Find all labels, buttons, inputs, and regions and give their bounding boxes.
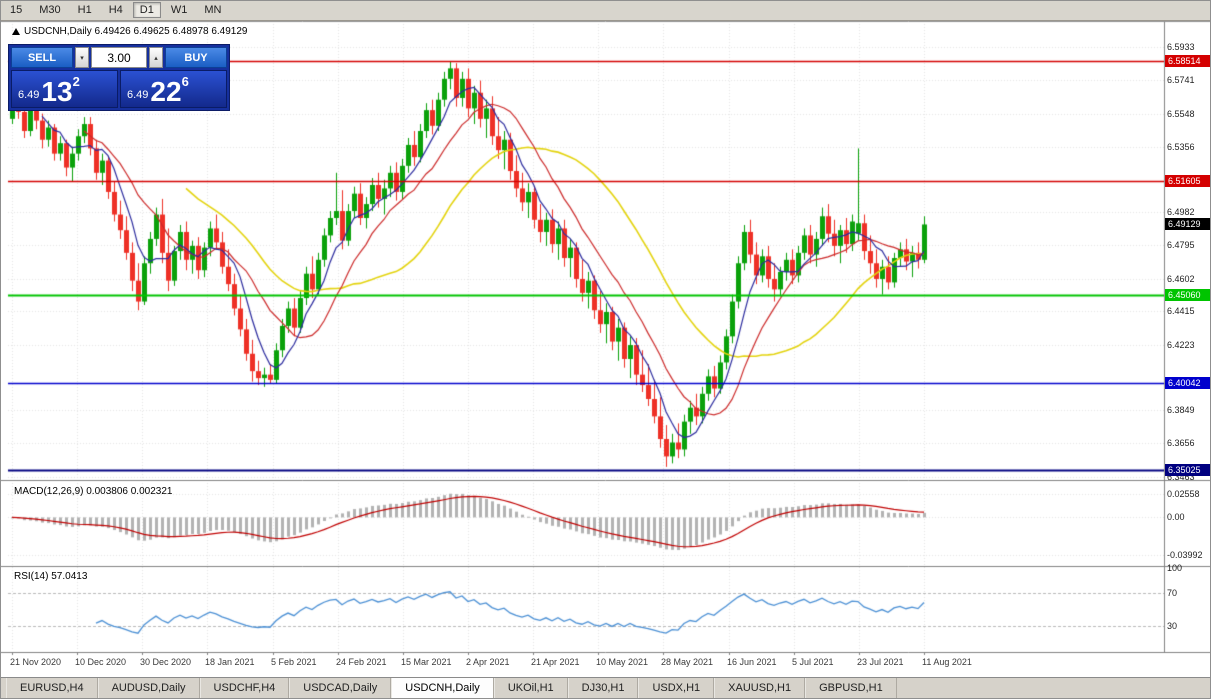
ask-price-sup: 6 (181, 74, 189, 89)
volume-dropdown-button[interactable]: ▾ (75, 47, 89, 68)
chart-ohlc-header: USDCNH,Daily 6.49426 6.49625 6.48978 6.4… (24, 26, 248, 37)
rsi-header: RSI(14) 57.0413 (14, 571, 88, 582)
bid-price-box[interactable]: 6.49 13 2 (11, 70, 118, 108)
tab-gbpusd-h1[interactable]: GBPUSD,H1 (805, 678, 897, 699)
bid-price-big: 13 (41, 76, 73, 108)
timeframe-button-m30[interactable]: M30 (32, 2, 67, 18)
timeframe-button-d1[interactable]: D1 (132, 2, 161, 18)
ask-price-big: 22 (150, 76, 182, 108)
tab-audusd-daily[interactable]: AUDUSD,Daily (97, 678, 200, 699)
timeframe-button-m15[interactable]: 15 (3, 2, 29, 18)
tab-eurusd-h4[interactable]: EURUSD,H4 (6, 678, 98, 699)
tab-usdx-h1[interactable]: USDX,H1 (638, 678, 715, 699)
bid-price-sup: 2 (72, 74, 80, 89)
one-click-trading-panel: SELL ▾ ▴ BUY 6.49 13 2 6.49 22 6 (8, 44, 230, 111)
tab-dj30-h1[interactable]: DJ30,H1 (567, 678, 639, 699)
tab-usdcnh-daily[interactable]: USDCNH,Daily (391, 678, 494, 699)
ask-price-prefix: 6.49 (127, 89, 149, 101)
timeframe-button-h4[interactable]: H4 (102, 2, 130, 18)
buy-button[interactable]: BUY (165, 47, 227, 68)
timeframe-button-w1[interactable]: W1 (164, 2, 195, 18)
sell-button[interactable]: SELL (11, 47, 73, 68)
tab-ukoil-h1[interactable]: UKOil,H1 (493, 678, 568, 699)
timeframe-button-mn[interactable]: MN (197, 2, 228, 18)
chevron-up-icon: ▴ (154, 54, 158, 62)
chevron-down-icon: ▾ (80, 54, 84, 62)
tab-usdcad-daily[interactable]: USDCAD,Daily (289, 678, 392, 699)
timeframe-toolbar: 15 M30 H1 H4 D1 W1 MN (0, 0, 1211, 21)
volume-input[interactable] (91, 47, 147, 68)
ask-price-box[interactable]: 6.49 22 6 (120, 70, 227, 108)
chart-tab-bar: EURUSD,H4 AUDUSD,Daily USDCHF,H4 USDCAD,… (0, 677, 1211, 699)
chart-symbol-icon (12, 28, 20, 35)
bid-price-prefix: 6.49 (18, 89, 40, 101)
macd-header: MACD(12,26,9) 0.003806 0.002321 (14, 486, 173, 497)
tab-xauusd-h1[interactable]: XAUUSD,H1 (714, 678, 806, 699)
volume-spinner-button[interactable]: ▴ (149, 47, 163, 68)
timeframe-button-h1[interactable]: H1 (71, 2, 99, 18)
tab-usdchf-h4[interactable]: USDCHF,H4 (199, 678, 290, 699)
